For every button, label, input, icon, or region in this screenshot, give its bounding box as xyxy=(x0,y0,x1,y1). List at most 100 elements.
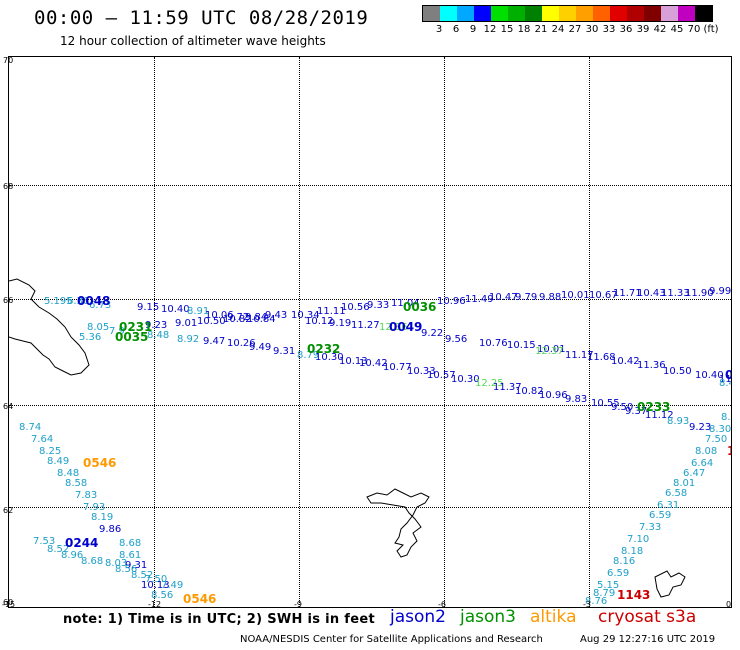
wave-height-value: 11.49 xyxy=(465,294,494,305)
longitude-gridline xyxy=(154,57,155,607)
latitude-label: 68 xyxy=(3,182,14,191)
pass-time-label: 0048 xyxy=(77,294,111,308)
wave-height-value: 12.25 xyxy=(475,378,504,389)
wave-height-value: 8.48 xyxy=(147,330,170,341)
map-subtitle: 12 hour collection of altimeter wave hei… xyxy=(60,34,326,48)
legend-swatch xyxy=(525,6,542,21)
wave-height-value: 8.15 xyxy=(721,412,731,423)
latitude-gridline xyxy=(9,405,731,406)
latitude-label: 70 xyxy=(3,56,14,65)
legend-swatch xyxy=(508,6,525,21)
legend-swatch xyxy=(440,6,457,21)
wave-height-value: 11.04 xyxy=(391,298,420,309)
wave-height-value: 9.56 xyxy=(445,334,468,345)
wave-height-value: 8.49 xyxy=(47,456,70,467)
wave-height-value: 9.99 xyxy=(709,286,732,297)
wave-height-value: 8.48 xyxy=(57,468,80,479)
legend-label: 39 xyxy=(636,24,650,35)
longitude-label: -12 xyxy=(148,600,162,609)
wave-height-value: 10.56 xyxy=(341,302,370,313)
wave-height-value: 6.31 xyxy=(657,500,680,511)
wave-height-value: 11.12 xyxy=(645,410,674,421)
wave-height-value: 8.56 xyxy=(115,564,138,575)
wave-height-value: 10.96 xyxy=(539,390,568,401)
iceland-coastline xyxy=(9,278,90,376)
wave-height-value: 10.40 xyxy=(161,304,190,315)
pass-time-label: 0231 xyxy=(119,320,153,334)
wave-height-value: 8.93 xyxy=(667,416,690,427)
wave-height-value: 8.96 xyxy=(61,550,84,561)
legend-swatch xyxy=(542,6,559,21)
latitude-label: 64 xyxy=(3,402,14,411)
pass-time-label: 00 xyxy=(725,369,731,381)
legend-swatch xyxy=(593,6,610,21)
wave-height-value: 11.90 xyxy=(685,288,714,299)
wave-height-value: 10.84 xyxy=(247,314,276,325)
legend-label: 30 xyxy=(585,24,599,35)
wave-height-value: 10.96 xyxy=(437,296,466,307)
legend-label: 6 xyxy=(452,24,460,35)
wave-height-value: 9.50 xyxy=(611,402,634,413)
wave-height-value: 8.45 xyxy=(719,378,731,389)
wave-height-value: 10.13 xyxy=(339,356,368,367)
wave-height-value: 9.22 xyxy=(421,328,444,339)
map-title: 00:00 – 11:59 UTC 08/28/2019 xyxy=(34,7,369,29)
longitude-gridline xyxy=(299,57,300,607)
latitude-gridline xyxy=(9,299,731,300)
legend-label: (ft) xyxy=(703,24,719,35)
legend-label: 27 xyxy=(568,24,582,35)
latitude-gridline xyxy=(9,185,731,186)
legend-altika: altika xyxy=(530,607,577,627)
legend-swatch xyxy=(559,6,576,21)
wave-height-value: 11.11 xyxy=(317,306,346,317)
wave-height-value: 9.88 xyxy=(539,292,562,303)
legend-swatch xyxy=(610,6,627,21)
legend-label: 21 xyxy=(534,24,548,35)
wave-height-value: 8.01 xyxy=(673,478,696,489)
wave-height-value: 11.71 xyxy=(613,288,642,299)
wave-height-value: 8.52 xyxy=(131,570,154,581)
wave-height-value: 7.10 xyxy=(627,534,650,545)
latitude-label: 62 xyxy=(3,506,14,515)
wave-height-value: 12.37 xyxy=(535,346,564,357)
longitude-label: -3 xyxy=(583,600,591,609)
wave-height-value: 10.42 xyxy=(611,356,640,367)
wave-height-value: 11.37 xyxy=(493,382,522,393)
longitude-gridline xyxy=(444,57,445,607)
pass-time-label: 0232 xyxy=(307,342,341,356)
wave-height-value: 10.47 xyxy=(489,292,518,303)
wave-height-value: 9.33 xyxy=(367,300,390,311)
wave-height-value: 8.56 xyxy=(151,590,174,601)
legend-label: 18 xyxy=(517,24,531,35)
wave-height-value: 8.08 xyxy=(695,446,718,457)
wave-height-value: 8.68 xyxy=(119,538,142,549)
wave-height-value: 9.79 xyxy=(515,292,538,303)
legend-label: 45 xyxy=(670,24,684,35)
map-frame: 5.195 6.36 6.73 9.15 10.40 8.91 10.06 9.72 9.84 9… xyxy=(8,56,732,608)
pass-time-label: 1143 xyxy=(617,588,651,602)
legend-cryosat: cryosat s3a xyxy=(598,607,697,627)
wave-height-value: 9.23 xyxy=(145,320,168,331)
wave-height-value: 8.52 xyxy=(47,544,70,555)
pass-time-label: 0546 xyxy=(83,456,117,470)
legend-swatch xyxy=(457,6,474,21)
legend-label: 24 xyxy=(551,24,565,35)
wave-height-value: 10.50 xyxy=(663,366,692,377)
longitude-label: -9 xyxy=(294,600,302,609)
wave-height-value: 5.195 xyxy=(44,296,73,307)
legend-labels: 3 6 9 12 15 18 21 24 27 30 33 36 39 42 45 70 (ft) xyxy=(422,22,719,36)
wave-height-value: 8.25 xyxy=(39,446,62,457)
latitude-gridline xyxy=(9,507,731,508)
legend-swatch xyxy=(474,6,491,21)
wave-height-value: 11.17 xyxy=(565,350,594,361)
credit-text: NOAA/NESDIS Center for Satellite Applica… xyxy=(240,634,543,645)
legend-swatch xyxy=(491,6,508,21)
longitude-label: -6 xyxy=(438,600,446,609)
legend-swatch xyxy=(695,6,712,21)
wave-height-value: 9.47 xyxy=(203,336,226,347)
wave-height-value: 9.86 xyxy=(99,524,122,535)
wave-height-value: 8.19 xyxy=(91,512,114,523)
faroe-islands xyxy=(366,488,430,558)
pass-time-label: 0244 xyxy=(65,536,99,550)
wave-height-value: 10.30 xyxy=(451,374,480,385)
